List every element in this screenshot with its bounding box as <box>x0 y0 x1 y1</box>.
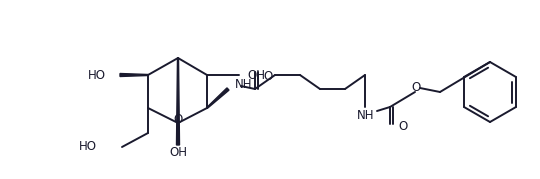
Text: NH: NH <box>235 78 253 91</box>
Text: O: O <box>263 69 272 83</box>
Text: O: O <box>398 120 407 134</box>
Polygon shape <box>177 58 179 145</box>
Text: O: O <box>411 81 421 93</box>
Text: OH: OH <box>247 69 265 81</box>
Polygon shape <box>207 88 229 108</box>
Text: HO: HO <box>79 141 97 154</box>
Polygon shape <box>120 74 148 76</box>
Text: HO: HO <box>88 69 106 81</box>
Text: OH: OH <box>169 146 187 159</box>
Text: O: O <box>173 112 183 125</box>
Text: NH: NH <box>357 108 375 122</box>
